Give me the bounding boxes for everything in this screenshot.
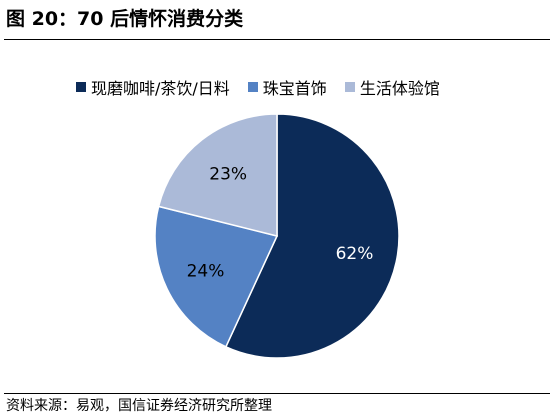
pie-slice-2 <box>154 205 279 348</box>
pie-data-label-2: 24% <box>187 261 225 281</box>
legend-label: 现磨咖啡/茶饮/日料 <box>91 79 230 98</box>
legend-item-lifestyle-experience: 生活体验馆 <box>344 75 440 99</box>
source-note: 资料来源：易观，国信证券经济研究所整理 <box>6 398 272 414</box>
legend-item-jewelry: 珠宝首饰 <box>247 75 327 99</box>
legend-item-coffee-tea-japanese: 现磨咖啡/茶饮/日料 <box>76 75 230 99</box>
title-divider <box>4 39 550 40</box>
legend-swatch <box>247 82 258 92</box>
legend-label: 珠宝首饰 <box>262 79 327 98</box>
legend-swatch <box>344 82 355 92</box>
pie-data-labels: 62% 24% 23% <box>187 165 374 282</box>
pie-slice-3 <box>157 113 278 237</box>
pie-data-label-1: 62% <box>336 244 374 264</box>
pie-slices <box>154 113 400 359</box>
legend-label: 生活体验馆 <box>359 79 440 98</box>
source-divider <box>4 393 550 394</box>
chart-legend: 现磨咖啡/茶饮/日料 珠宝首饰 生活体验馆 <box>76 76 458 98</box>
pie-data-label-3: 23% <box>209 165 247 185</box>
figure-title: 图 20：70 后情怀消费分类 <box>6 8 244 30</box>
legend-swatch <box>76 82 86 92</box>
pie-slice-1 <box>224 113 400 359</box>
